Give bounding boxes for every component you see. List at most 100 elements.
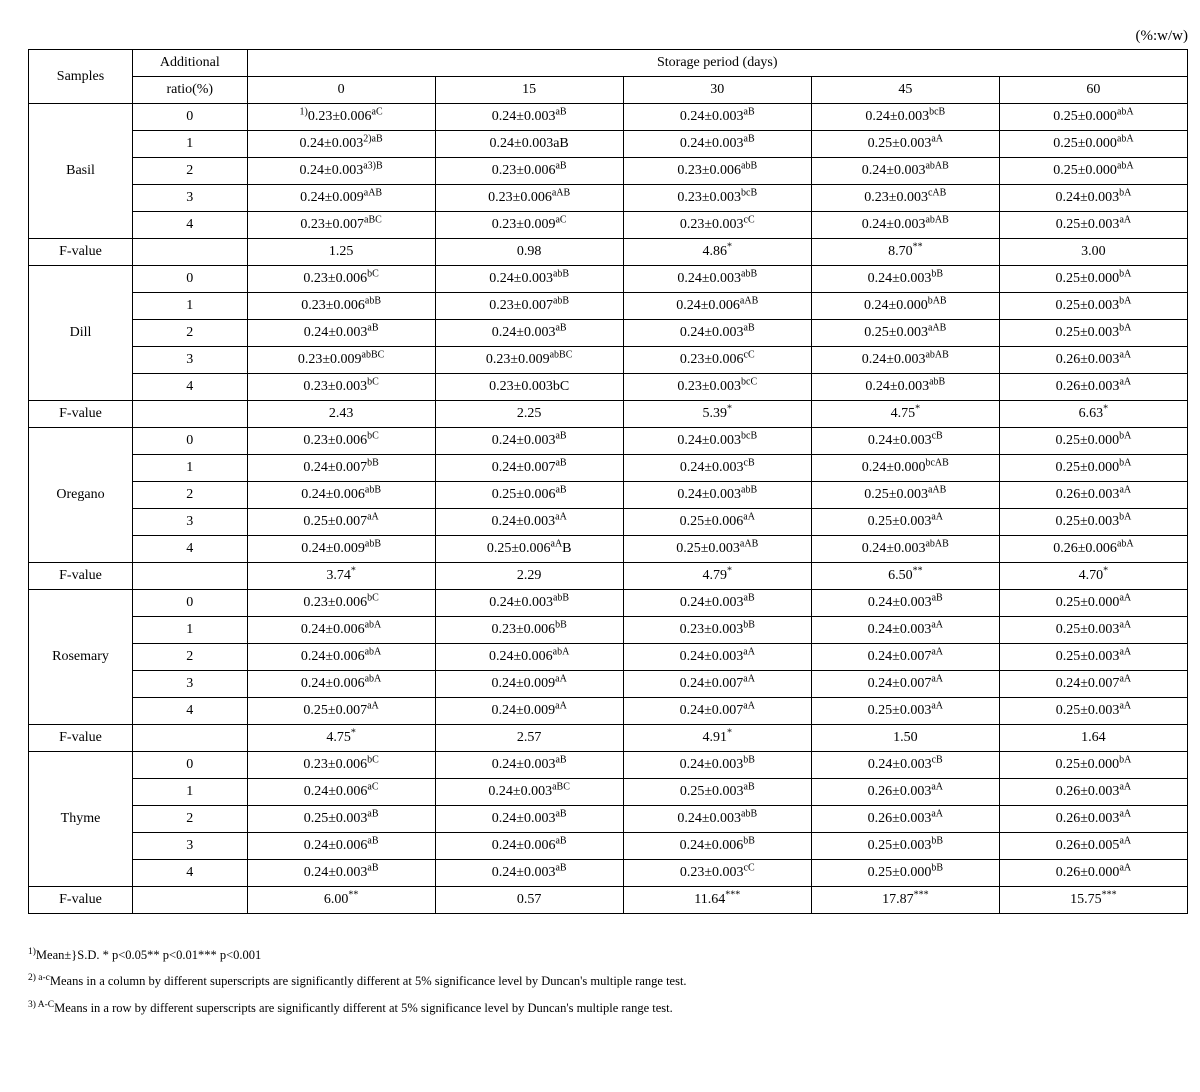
fvalue-label: F-value: [29, 401, 133, 428]
data-cell: 0.24±0.006aAB: [623, 293, 811, 320]
table-row: 20.24±0.006abB0.25±0.006aB0.24±0.003abB0…: [29, 482, 1188, 509]
data-cell: 0.24±0.006abA: [247, 644, 435, 671]
data-cell: 0.24±0.003aB: [623, 131, 811, 158]
data-cell: 0.23±0.003cAB: [811, 185, 999, 212]
data-cell: 0.24±0.003bB: [623, 752, 811, 779]
data-cell: 0.25±0.000abA: [999, 158, 1187, 185]
data-cell: 0.25±0.000aA: [999, 590, 1187, 617]
data-cell: 0.24±0.003cB: [623, 455, 811, 482]
data-cell: 0.24±0.003abB: [435, 590, 623, 617]
ratio-cell: 3: [133, 671, 248, 698]
data-cell: 0.24±0.000bcAB: [811, 455, 999, 482]
fvalue-cell: 4.91*: [623, 725, 811, 752]
fvalue-cell: 6.63*: [999, 401, 1187, 428]
ratio-cell: 0: [133, 266, 248, 293]
data-cell: 0.25±0.000bA: [999, 266, 1187, 293]
ratio-cell: 2: [133, 320, 248, 347]
data-cell: 0.23±0.003cC: [623, 212, 811, 239]
header-additional-ratio-1: Additional: [133, 50, 248, 77]
fvalue-label: F-value: [29, 887, 133, 914]
data-cell: 0.25±0.006aAB: [435, 536, 623, 563]
data-cell: 0.25±0.000bA: [999, 752, 1187, 779]
fvalue-cell: 4.75*: [811, 401, 999, 428]
data-cell: 0.25±0.003bA: [999, 509, 1187, 536]
fvalue-cell: 0.98: [435, 239, 623, 266]
data-cell: 0.26±0.003aA: [999, 482, 1187, 509]
fvalue-blank: [133, 563, 248, 590]
data-cell: 0.24±0.003aB: [435, 806, 623, 833]
data-cell: 0.23±0.003bcB: [623, 185, 811, 212]
data-cell: 0.24±0.006abB: [247, 482, 435, 509]
data-cell: 0.25±0.003bA: [999, 320, 1187, 347]
table-row: 40.23±0.003bC0.23±0.003bC0.23±0.003bcC0.…: [29, 374, 1188, 401]
sample-name: Dill: [29, 266, 133, 401]
table-row: 40.23±0.007aBC0.23±0.009aC0.23±0.003cC0.…: [29, 212, 1188, 239]
ratio-cell: 2: [133, 158, 248, 185]
data-cell: 0.24±0.003abAB: [811, 536, 999, 563]
header-day-4: 60: [999, 77, 1187, 104]
data-cell: 0.24±0.003a3)B: [247, 158, 435, 185]
data-cell: 0.23±0.007aBC: [247, 212, 435, 239]
data-cell: 0.25±0.003bB: [811, 833, 999, 860]
fvalue-cell: 1.64: [999, 725, 1187, 752]
data-cell: 0.24±0.003aB: [435, 428, 623, 455]
table-row: Thyme00.23±0.006bC0.24±0.003aB0.24±0.003…: [29, 752, 1188, 779]
table-row: 30.24±0.009aAB0.23±0.006aAB0.23±0.003bcB…: [29, 185, 1188, 212]
ratio-cell: 1: [133, 131, 248, 158]
data-cell: 0.25±0.003aA: [999, 698, 1187, 725]
data-cell: 0.24±0.003aB: [247, 320, 435, 347]
sample-name: Rosemary: [29, 590, 133, 725]
data-cell: 0.25±0.003aA: [999, 617, 1187, 644]
footnote: 2) a-cMeans in a column by different sup…: [28, 968, 1188, 994]
data-cell: 0.25±0.006aB: [435, 482, 623, 509]
ratio-cell: 2: [133, 482, 248, 509]
data-cell: 0.24±0.003aA: [623, 644, 811, 671]
fvalue-label: F-value: [29, 725, 133, 752]
fvalue-cell: 2.43: [247, 401, 435, 428]
data-cell: 0.24±0.006aB: [435, 833, 623, 860]
fvalue-cell: 1.50: [811, 725, 999, 752]
fvalue-cell: 8.70**: [811, 239, 999, 266]
header-additional-ratio-2: ratio(%): [133, 77, 248, 104]
ratio-cell: 1: [133, 779, 248, 806]
data-cell: 0.23±0.009abBC: [247, 347, 435, 374]
data-cell: 0.24±0.003aB: [435, 131, 623, 158]
fvalue-blank: [133, 401, 248, 428]
data-cell: 0.25±0.003aA: [999, 644, 1187, 671]
data-cell: 0.23±0.003bC: [435, 374, 623, 401]
table-row: 10.24±0.007bB0.24±0.007aB0.24±0.003cB0.2…: [29, 455, 1188, 482]
fvalue-label: F-value: [29, 239, 133, 266]
data-cell: 0.23±0.006bC: [247, 266, 435, 293]
data-cell: 0.25±0.000bB: [811, 860, 999, 887]
fvalue-cell: 3.00: [999, 239, 1187, 266]
data-cell: 0.25±0.003aB: [623, 779, 811, 806]
ratio-cell: 1: [133, 293, 248, 320]
table-row: 40.24±0.009abB0.25±0.006aAB0.25±0.003aAB…: [29, 536, 1188, 563]
fvalue-row: F-value4.75*2.574.91*1.501.64: [29, 725, 1188, 752]
data-cell: 0.26±0.003aA: [999, 806, 1187, 833]
fvalue-cell: 0.57: [435, 887, 623, 914]
data-cell: 0.24±0.003bA: [999, 185, 1187, 212]
table-row: Oregano00.23±0.006bC0.24±0.003aB0.24±0.0…: [29, 428, 1188, 455]
data-cell: 0.24±0.003bcB: [623, 428, 811, 455]
data-cell: 0.24±0.009aA: [435, 671, 623, 698]
data-cell: 0.23±0.006bC: [247, 590, 435, 617]
footnote: 3) A-CMeans in a row by different supers…: [28, 995, 1188, 1021]
data-cell: 0.24±0.003aB: [435, 320, 623, 347]
table-row: Basil01)0.23±0.006aC0.24±0.003aB0.24±0.0…: [29, 104, 1188, 131]
fvalue-cell: 6.50**: [811, 563, 999, 590]
ratio-cell: 2: [133, 644, 248, 671]
footnote: 1)Mean±}S.D. * p<0.05** p<0.01*** p<0.00…: [28, 942, 1188, 968]
fvalue-label: F-value: [29, 563, 133, 590]
ratio-cell: 4: [133, 860, 248, 887]
data-cell: 0.23±0.006bC: [247, 752, 435, 779]
data-cell: 0.24±0.003aB: [435, 860, 623, 887]
data-cell: 0.24±0.003cB: [811, 428, 999, 455]
fvalue-row: F-value3.74*2.294.79*6.50**4.70*: [29, 563, 1188, 590]
ratio-cell: 3: [133, 347, 248, 374]
data-cell: 0.23±0.006aB: [435, 158, 623, 185]
fvalue-cell: 6.00**: [247, 887, 435, 914]
data-cell: 0.24±0.009aA: [435, 698, 623, 725]
fvalue-row: F-value1.250.984.86*8.70**3.00: [29, 239, 1188, 266]
data-cell: 0.26±0.003aA: [811, 779, 999, 806]
